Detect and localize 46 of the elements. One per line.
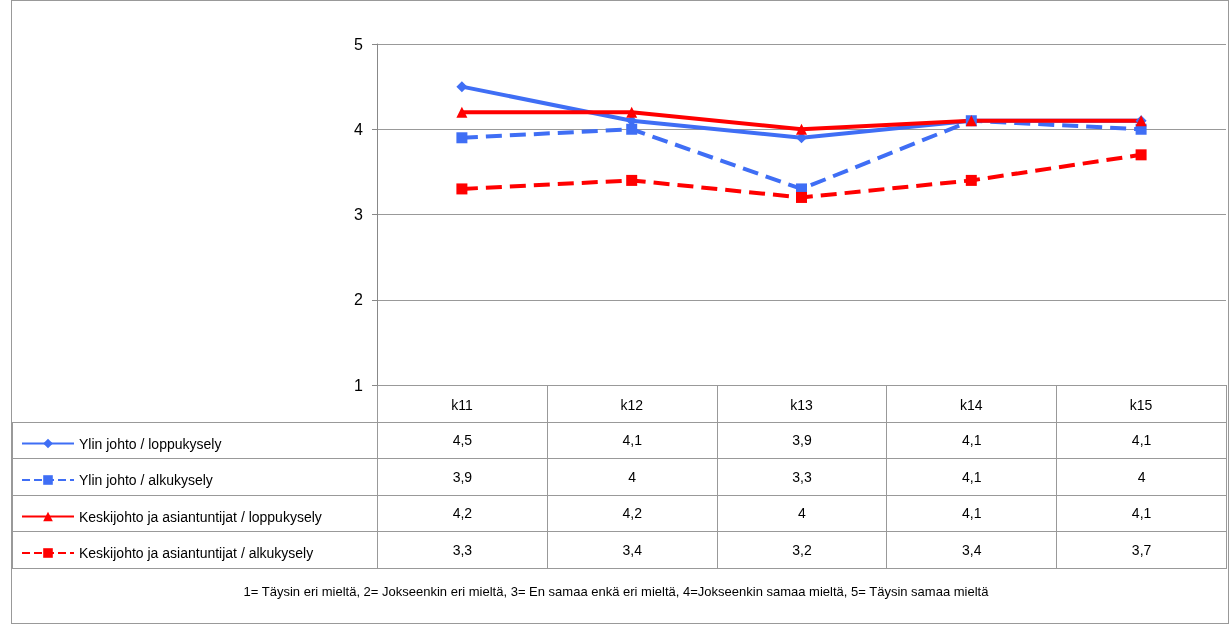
data-label: 4,1: [886, 494, 1058, 532]
point: [626, 123, 638, 135]
data-label: 4,1: [886, 421, 1058, 459]
point: [626, 106, 638, 118]
data-label: 4,5: [377, 421, 548, 459]
data-label: 3,9: [377, 458, 548, 496]
point: [796, 191, 807, 203]
x-tick-label: k11: [451, 397, 473, 413]
text: 1= Täysin eri mieltä, 2= Jokseenkin eri mieltä, 3= En samaa enkä eri mieltä, 4=Jokseenkin samaa mieltä, 5= Täysin samaa mieltä: [242, 584, 990, 599]
point: [456, 81, 468, 93]
point: [1135, 149, 1147, 161]
legend-label: Ylin johto / loppukysely: [79, 435, 222, 452]
data-label: 3,4: [546, 531, 718, 569]
point: [965, 174, 977, 186]
x-tick-label: k14: [960, 397, 983, 413]
point: [456, 106, 468, 118]
point: [456, 132, 468, 144]
x-tick-label: k15: [1129, 397, 1153, 413]
data-label: 4,2: [377, 494, 548, 532]
y-tick-label: 5: [354, 35, 364, 53]
point: [456, 183, 468, 195]
data-label: 4,1: [1056, 421, 1227, 459]
data-label: 3,2: [716, 531, 888, 569]
data-label: 4,1: [1056, 494, 1227, 532]
data-label: 3,3: [716, 458, 888, 496]
legend-label: Keskijohto ja asiantuntijat / loppukysely: [79, 508, 322, 525]
data-label: 3,9: [716, 421, 888, 459]
data-label: 4,2: [546, 494, 718, 532]
data-label: 3,3: [377, 531, 548, 569]
y-tick-label: 4: [354, 120, 364, 138]
x-tick-label: k12: [620, 397, 644, 413]
data-label: 4: [546, 458, 718, 496]
y-tick-label: 3: [354, 206, 364, 223]
data-label: 4,1: [546, 421, 718, 459]
legend-label: Keskijohto ja asiantuntijat / alkukysely: [79, 545, 314, 561]
point: [796, 123, 807, 135]
data-label: 3,4: [886, 531, 1058, 569]
data-label: 4,1: [886, 458, 1058, 496]
legend-label: Ylin johto / alkukysely: [79, 472, 213, 488]
x-tick-label: k13: [790, 397, 813, 413]
data-label: 4: [1056, 458, 1227, 496]
data-label: 4: [716, 494, 888, 532]
y-tick-label: 1: [354, 376, 364, 394]
y-tick-label: 2: [354, 291, 364, 309]
point: [626, 174, 638, 186]
data-label: 3,7: [1056, 531, 1227, 569]
